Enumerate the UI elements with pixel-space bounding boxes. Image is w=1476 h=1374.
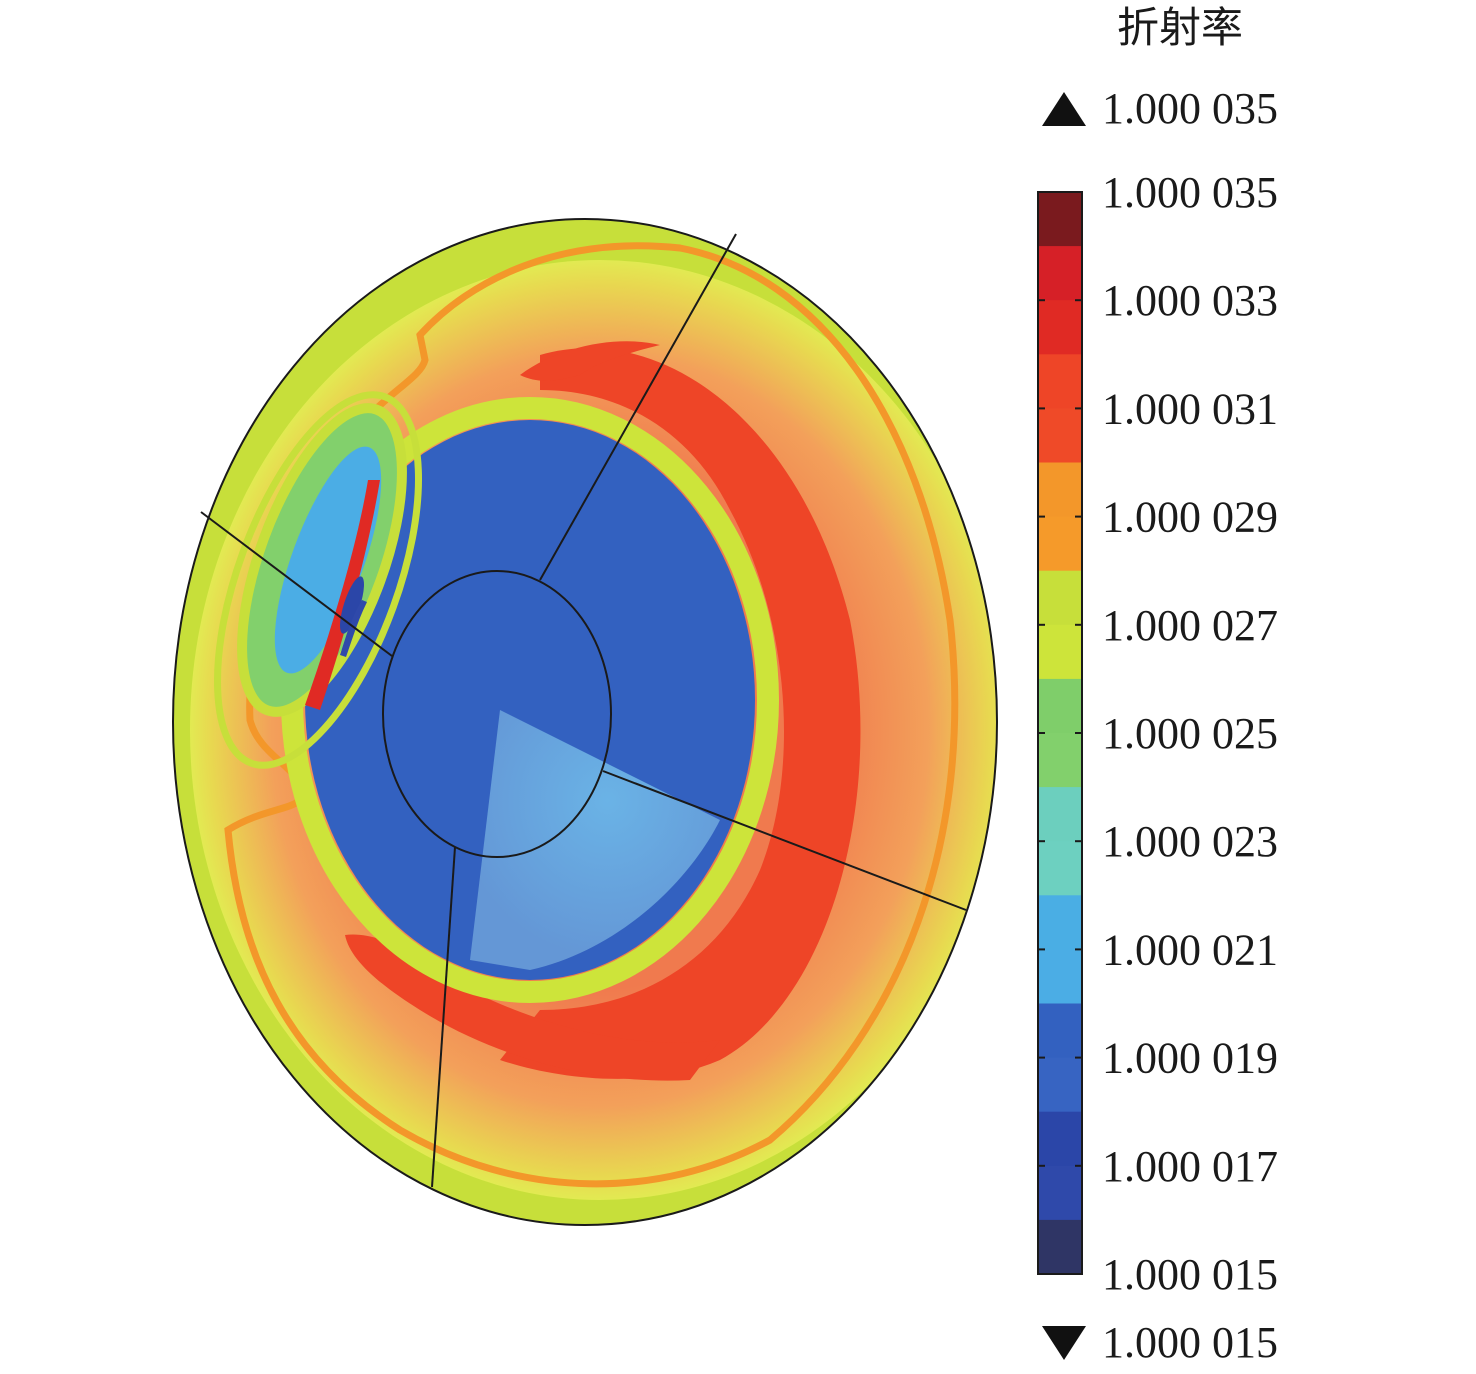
- min-marker-label: 1.000 015: [1102, 1318, 1278, 1367]
- colorbar-tick-label-0: 1.000 035: [1102, 168, 1278, 217]
- geometry-outlines: [172, 218, 998, 1226]
- colorbar-levels: [1038, 192, 1082, 1275]
- field-region-central-zone: [470, 710, 720, 970]
- sector-line-right: [602, 770, 967, 911]
- inner-boundary: [382, 570, 612, 858]
- colorbar-level-5: [1038, 462, 1082, 518]
- field-region-vortex-red-streak: [305, 480, 380, 710]
- colorbar-tick-label-1: 1.000 033: [1102, 276, 1278, 325]
- colorbar-level-2: [1038, 300, 1082, 355]
- field-region-vortex-dark-streak: [340, 600, 367, 657]
- field-region-vortex-core: [340, 576, 364, 634]
- field-region-vortex-inner: [274, 446, 382, 674]
- colorbar-level-16: [1038, 1057, 1082, 1113]
- max-marker-label: 1.000 035: [1102, 84, 1278, 133]
- sector-line-left: [200, 511, 393, 657]
- colorbar-tick-label-10: 1.000 015: [1102, 1250, 1278, 1299]
- colorbar-level-4: [1038, 408, 1082, 464]
- colorbar-level-0: [1038, 192, 1082, 247]
- colorbar-level-15: [1038, 1003, 1082, 1059]
- colorbar-level-18: [1038, 1165, 1082, 1221]
- colorbar-level-7: [1038, 570, 1082, 626]
- colorbar-level-1: [1038, 246, 1082, 301]
- colorbar-level-14: [1038, 949, 1082, 1005]
- colorbar-ticks: 1.000 035 1.000 033 1.000 031 1.000 029 1.00…: [1038, 168, 1278, 1299]
- colorbar-tick-label-2: 1.000 031: [1102, 384, 1278, 433]
- colorbar-level-3: [1038, 354, 1082, 409]
- colorbar-tick-label-6: 1.000 023: [1102, 817, 1278, 866]
- colorbar-level-8: [1038, 624, 1082, 680]
- colorbar-level-13: [1038, 895, 1082, 950]
- colorbar-level-12: [1038, 841, 1082, 896]
- outer-boundary: [172, 218, 998, 1226]
- field-region-vortex-outer: [214, 391, 422, 769]
- colorbar-tick-label-8: 1.000 019: [1102, 1034, 1278, 1083]
- max-marker-icon: [1042, 92, 1086, 126]
- colorbar-tick-label-3: 1.000 029: [1102, 493, 1278, 542]
- field-region-upper-red-band: [520, 341, 660, 381]
- colorbar-level-10: [1038, 733, 1082, 788]
- colorbar-tick-label-5: 1.000 025: [1102, 709, 1278, 758]
- min-marker-icon: [1042, 1326, 1086, 1360]
- colorbar-level-9: [1038, 678, 1082, 734]
- sector-line-bottom: [431, 846, 456, 1188]
- contour-field: [173, 219, 997, 1225]
- colorbar-level-11: [1038, 787, 1082, 842]
- colorbar-tick-label-4: 1.000 027: [1102, 601, 1278, 650]
- colorbar-tick-label-9: 1.000 017: [1102, 1142, 1278, 1191]
- colorbar-level-17: [1038, 1111, 1082, 1167]
- colorbar-title: 折射率: [1117, 3, 1243, 52]
- field-region-outer-red-band: [500, 348, 861, 1079]
- colorbar-tick-label-7: 1.000 021: [1102, 925, 1278, 974]
- sector-line-top-right: [539, 233, 737, 581]
- colorbar-level-6: [1038, 516, 1082, 572]
- colorbar-level-19: [1038, 1219, 1082, 1275]
